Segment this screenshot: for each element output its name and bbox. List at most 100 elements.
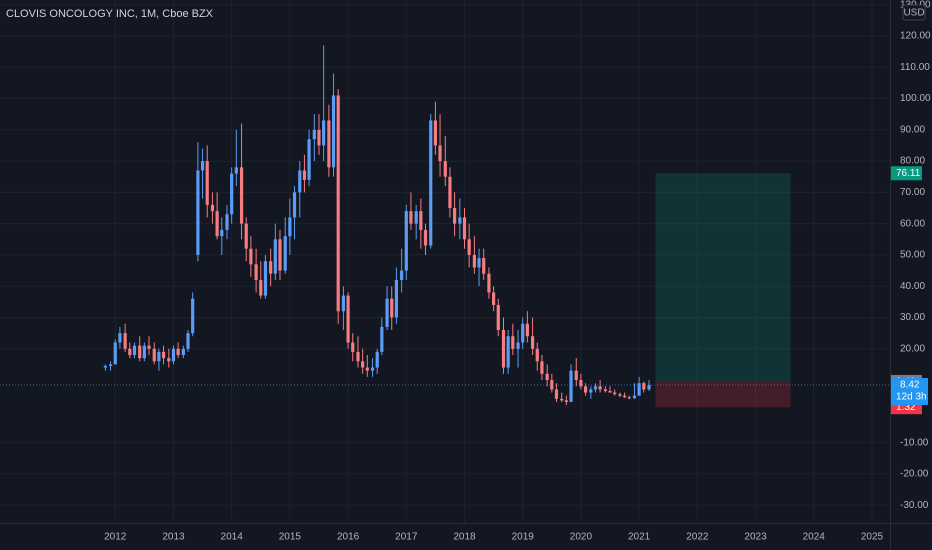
candle-body	[647, 384, 651, 390]
candle-body	[414, 211, 418, 224]
candle-body	[531, 336, 535, 349]
candle-body	[400, 270, 404, 280]
candle-body	[487, 273, 491, 293]
candle-body	[249, 248, 253, 265]
candle-body	[341, 295, 346, 312]
currency-badge[interactable]	[902, 4, 926, 21]
x-tick-label: 2016	[337, 532, 360, 543]
candle-body	[103, 365, 107, 368]
candle-body	[317, 129, 321, 146]
candle-body	[467, 239, 471, 255]
candle-body	[608, 390, 612, 393]
candle-body	[462, 217, 467, 240]
candle-body	[322, 120, 326, 146]
candle-body	[535, 348, 539, 362]
candle-body	[618, 394, 622, 396]
candle-body	[230, 173, 234, 215]
candle-body	[477, 258, 481, 268]
x-tick-label: 2014	[221, 532, 244, 543]
x-tick-label: 2013	[162, 532, 185, 543]
candle-body	[564, 400, 568, 402]
candle-body	[370, 367, 375, 371]
candle-body	[443, 161, 447, 177]
candle-body	[205, 161, 209, 205]
x-tick-label: 2012	[104, 532, 127, 543]
candle-body	[302, 170, 307, 180]
candle-body	[234, 167, 238, 174]
x-tick-label: 2017	[395, 532, 418, 543]
candle-body	[239, 167, 244, 224]
candle-body	[113, 342, 117, 365]
candle-body	[574, 370, 578, 381]
candle-body	[167, 358, 171, 362]
candle-body	[496, 304, 500, 331]
candle-body	[516, 342, 520, 349]
candle-body	[269, 261, 273, 274]
candle-body	[108, 364, 113, 366]
candle-body	[560, 398, 564, 401]
candle-body	[365, 367, 369, 371]
candle-body	[157, 351, 161, 362]
candle-body	[472, 254, 476, 268]
y-tick-label: -30.00	[900, 500, 929, 511]
candle-body	[259, 279, 263, 296]
candle-body	[429, 120, 433, 246]
candle-body	[138, 345, 142, 359]
stop-zone	[655, 381, 791, 408]
x-tick-label: 2023	[744, 532, 767, 543]
candle-body	[453, 208, 457, 224]
y-tick-label: -10.00	[900, 437, 929, 448]
candle-body	[569, 370, 573, 402]
last-price-label: 8.42	[900, 380, 920, 391]
candle-body	[356, 351, 360, 362]
candle-body	[583, 386, 588, 393]
candle-body	[598, 386, 602, 390]
candle-body	[482, 258, 486, 274]
candle-body	[622, 395, 627, 398]
chart-title: CLOVIS ONCOLOGY INC, 1M, Cboe BZX	[6, 8, 214, 20]
candle-body	[448, 176, 452, 209]
candle-body	[254, 264, 258, 280]
candle-body	[336, 95, 340, 312]
target-label: 76.11	[896, 168, 921, 179]
candle-body	[506, 336, 510, 368]
candle-body	[385, 298, 389, 327]
candle-body	[419, 211, 423, 230]
axes: 130.00120.00110.00100.0090.0080.0070.006…	[104, 0, 931, 543]
candle-body	[637, 383, 641, 396]
candle-body	[210, 204, 215, 212]
y-tick-label: -20.00	[900, 469, 929, 480]
candle-body	[511, 336, 515, 349]
last-price-bg	[891, 377, 928, 405]
plot-area	[0, 45, 890, 408]
candle-body	[390, 298, 394, 318]
candle-body	[283, 236, 287, 271]
y-tick-label: 100.00	[900, 93, 931, 104]
candle-body	[147, 345, 151, 349]
x-tick-label: 2019	[512, 532, 535, 543]
x-tick-label: 2020	[570, 532, 593, 543]
candle-body	[346, 295, 350, 343]
candle-body	[215, 211, 219, 237]
candle-body	[161, 351, 166, 359]
candle-body	[579, 380, 583, 387]
candle-body	[627, 397, 631, 399]
candle-body	[642, 383, 646, 390]
candle-body	[128, 348, 132, 356]
candle-body	[132, 345, 137, 356]
candle-body	[632, 395, 637, 399]
x-tick-label: 2022	[686, 532, 709, 543]
currency: USD	[903, 8, 924, 19]
x-tick-label: 2015	[279, 532, 302, 543]
candle-body	[593, 386, 598, 390]
y-tick-label: 50.00	[900, 250, 925, 261]
candle-body	[200, 161, 205, 171]
candle-body	[292, 192, 297, 218]
candle-body	[394, 279, 398, 318]
candle-body	[438, 145, 442, 162]
candle-body	[492, 292, 496, 305]
x-tick-label: 2024	[803, 532, 826, 543]
target-label-bg	[891, 166, 922, 181]
x-tick-label: 2025	[861, 532, 884, 543]
